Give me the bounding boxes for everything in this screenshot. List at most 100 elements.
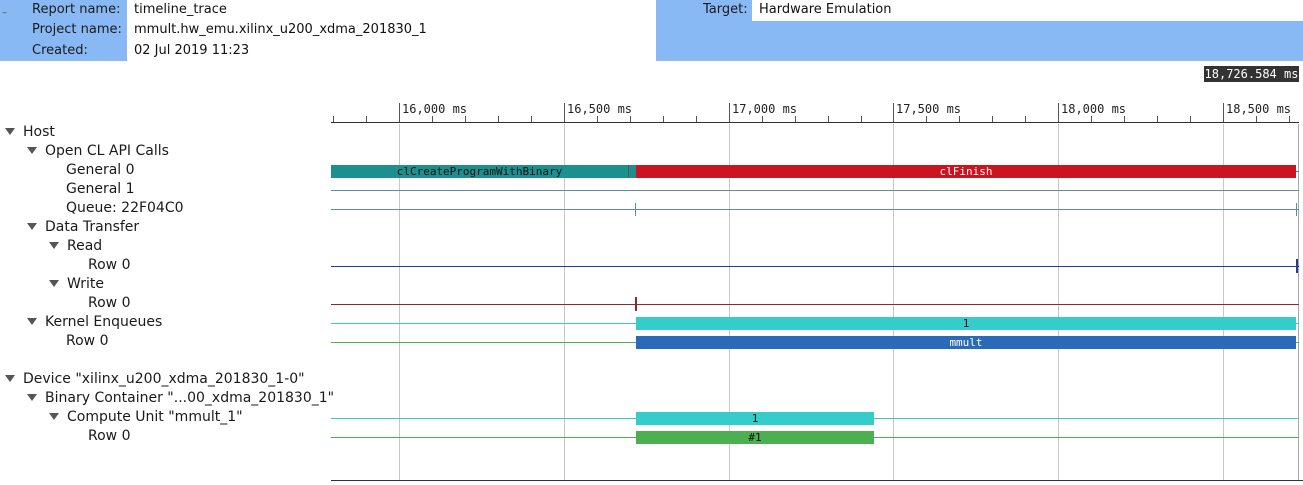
- lane-read-row-0: [331, 266, 1299, 267]
- event-kernel-mmult[interactable]: mmult: [636, 336, 1296, 349]
- project-name-value: mmult.hw_emu.xilinx_u200_xdma_201830_1: [134, 22, 427, 37]
- major-tick: [893, 103, 894, 122]
- tick-label-16000: 16,000 ms: [402, 102, 468, 116]
- tree-queue[interactable]: Queue: 22F04C0: [66, 200, 184, 216]
- minor-tick: [696, 116, 697, 122]
- project-name-label: Project name:: [32, 22, 122, 37]
- event-cl-finish[interactable]: clFinish: [636, 165, 1296, 178]
- tick-label-18000: 18,000 ms: [1061, 102, 1127, 116]
- tree-kernel-enqueues[interactable]: Kernel Enqueues: [27, 314, 162, 330]
- minor-tick: [1091, 116, 1092, 122]
- target-value-box: [752, 0, 1303, 21]
- minor-tick: [465, 116, 466, 122]
- tick-label-16500: 16,500 ms: [567, 102, 633, 116]
- expand-triangle-icon[interactable]: [27, 222, 37, 230]
- tree-label: Write: [67, 276, 104, 292]
- tree-write[interactable]: Write: [49, 276, 104, 292]
- time-axis-baseline: [331, 122, 1299, 123]
- minor-tick: [663, 116, 664, 122]
- grid-line: [729, 124, 730, 480]
- tree-read[interactable]: Read: [49, 238, 102, 254]
- tick-label-17000: 17,000 ms: [732, 102, 798, 116]
- expand-triangle-icon[interactable]: [27, 317, 37, 325]
- queue-event-marker[interactable]: [635, 203, 636, 216]
- tree-compute-unit[interactable]: Compute Unit "mmult_1": [49, 409, 243, 425]
- tree-kernel-row-0[interactable]: Row 0: [66, 333, 109, 349]
- event-kernel-enqueue[interactable]: 1: [636, 317, 1296, 330]
- tree-label: Data Transfer: [45, 219, 140, 235]
- event-cu-run[interactable]: #1: [636, 431, 874, 444]
- tree-label: Host: [23, 124, 55, 140]
- grid-line: [1223, 124, 1224, 480]
- tree-cu-row-0[interactable]: Row 0: [88, 428, 131, 444]
- expand-triangle-icon[interactable]: [27, 146, 37, 154]
- minor-tick: [531, 116, 532, 122]
- minor-tick: [1157, 116, 1158, 122]
- queue-event-marker[interactable]: [1296, 203, 1297, 216]
- minor-tick: [861, 116, 862, 122]
- tree-label: Read: [67, 238, 103, 254]
- tick-label-17500: 17,500 ms: [896, 102, 962, 116]
- grid-line: [893, 124, 894, 480]
- tree-host[interactable]: Host: [5, 124, 55, 140]
- expand-triangle-icon[interactable]: [5, 374, 15, 382]
- tree-label: Compute Unit "mmult_1": [67, 409, 243, 425]
- expand-triangle-icon[interactable]: [49, 241, 59, 249]
- major-tick: [1058, 103, 1059, 122]
- lane-queue: [331, 209, 1299, 210]
- trace-bottom-border: [331, 480, 1303, 481]
- expand-triangle-icon[interactable]: [5, 127, 15, 135]
- event-gap: [628, 165, 636, 178]
- grid-line: [399, 124, 400, 480]
- expand-triangle-icon[interactable]: [49, 279, 59, 287]
- report-name-value: timeline_trace: [134, 2, 227, 17]
- read-event-marker[interactable]: [1296, 259, 1298, 273]
- created-label: Created:: [32, 43, 88, 58]
- minor-tick: [366, 116, 367, 122]
- event-cl-create-program[interactable]: clCreateProgramWithBinary: [331, 165, 628, 178]
- tree-label: Kernel Enqueues: [45, 314, 163, 330]
- minor-tick: [597, 116, 598, 122]
- minor-tick: [795, 116, 796, 122]
- tree-label: Binary Container "...00_xdma_201830_1": [45, 390, 335, 406]
- tree-device[interactable]: Device "xilinx_u200_xdma_201830_1-0": [5, 371, 305, 387]
- minor-tick: [333, 116, 334, 122]
- event-cu-enqueue[interactable]: 1: [636, 412, 874, 425]
- tree-general-0[interactable]: General 0: [66, 162, 135, 178]
- minor-tick: [959, 116, 960, 122]
- major-tick: [729, 103, 730, 122]
- minor-tick: [432, 116, 433, 122]
- grid-line: [1058, 124, 1059, 480]
- target-label: Target:: [703, 2, 748, 17]
- minor-tick: [630, 116, 631, 122]
- minor-tick: [1124, 116, 1125, 122]
- report-name-label: Report name:: [32, 2, 121, 17]
- tick-label-18500: 18,500 ms: [1226, 102, 1292, 116]
- tree-label: Open CL API Calls: [45, 143, 169, 159]
- created-value: 02 Jul 2019 11:23: [134, 43, 250, 58]
- minor-tick: [828, 116, 829, 122]
- expand-triangle-icon[interactable]: [49, 412, 59, 420]
- minor-tick: [762, 116, 763, 122]
- major-tick: [399, 103, 400, 122]
- major-tick: [1223, 103, 1224, 122]
- tree-read-row-0[interactable]: Row 0: [88, 257, 131, 273]
- time-axis: [331, 98, 1303, 124]
- minor-tick: [498, 116, 499, 122]
- tree-binary-container[interactable]: Binary Container "...00_xdma_201830_1": [27, 390, 334, 406]
- tree-general-1[interactable]: General 1: [66, 181, 135, 197]
- collapse-header-button[interactable]: –: [2, 8, 7, 18]
- report-info-values: [127, 0, 656, 61]
- lane-general-1: [331, 190, 1299, 191]
- minor-tick: [1025, 116, 1026, 122]
- tree-write-row-0[interactable]: Row 0: [88, 295, 131, 311]
- tree-label: Device "xilinx_u200_xdma_201830_1-0": [23, 371, 305, 387]
- minor-tick: [1256, 116, 1257, 122]
- write-event-marker[interactable]: [635, 297, 637, 311]
- expand-triangle-icon[interactable]: [27, 393, 37, 401]
- minor-tick: [992, 116, 993, 122]
- tree-data-transfer[interactable]: Data Transfer: [27, 219, 139, 235]
- tree-opencl-api-calls[interactable]: Open CL API Calls: [27, 143, 169, 159]
- target-value: Hardware Emulation: [759, 2, 892, 17]
- minor-tick: [926, 116, 927, 122]
